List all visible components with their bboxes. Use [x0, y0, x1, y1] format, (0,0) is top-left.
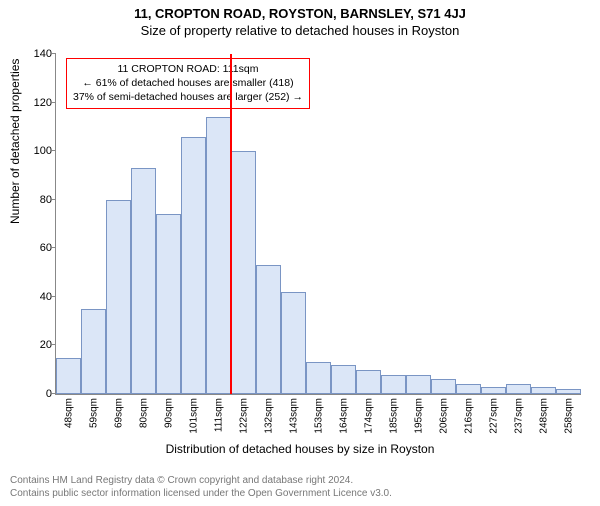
y-tick-label: 80 — [40, 194, 56, 206]
x-axis-label: Distribution of detached houses by size … — [0, 442, 600, 456]
x-tick-label: 122sqm — [238, 398, 249, 434]
y-tick-label: 100 — [34, 145, 56, 157]
y-tick-mark — [52, 344, 56, 345]
histogram-bar — [331, 365, 356, 394]
histogram-bar — [406, 375, 431, 394]
y-axis-label: Number of detached properties — [8, 59, 22, 224]
histogram-bar — [281, 292, 306, 394]
annotation-box: 11 CROPTON ROAD: 111sqm ← 61% of detache… — [66, 58, 310, 109]
histogram-bar — [81, 309, 106, 394]
histogram-bar — [506, 384, 531, 394]
x-tick-label: 195sqm — [413, 398, 424, 434]
y-tick-mark — [52, 199, 56, 200]
histogram-bar — [256, 265, 281, 394]
histogram-bar — [456, 384, 481, 394]
x-tick-label: 69sqm — [113, 398, 124, 428]
histogram-bar — [131, 168, 156, 394]
histogram-bar — [531, 387, 556, 394]
y-tick-label: 140 — [34, 48, 56, 60]
x-tick-label: 237sqm — [513, 398, 524, 434]
chart-subtitle: Size of property relative to detached ho… — [0, 23, 600, 38]
highlight-marker-line — [230, 54, 232, 394]
y-tick-mark — [52, 247, 56, 248]
histogram-bar — [381, 375, 406, 394]
y-tick-label: 60 — [40, 242, 56, 254]
chart-container: 11, CROPTON ROAD, ROYSTON, BARNSLEY, S71… — [0, 6, 600, 506]
histogram-bar — [206, 117, 231, 394]
annotation-line-2: ← 61% of detached houses are smaller (41… — [73, 76, 303, 90]
page-title: 11, CROPTON ROAD, ROYSTON, BARNSLEY, S71… — [0, 6, 600, 21]
y-tick-mark — [52, 53, 56, 54]
x-tick-label: 90sqm — [163, 398, 174, 428]
x-tick-label: 80sqm — [138, 398, 149, 428]
x-tick-label: 185sqm — [388, 398, 399, 434]
x-tick-label: 206sqm — [438, 398, 449, 434]
y-tick-label: 20 — [40, 339, 56, 351]
footer: Contains HM Land Registry data © Crown c… — [10, 474, 392, 500]
histogram-bar — [156, 214, 181, 394]
y-tick-mark — [52, 296, 56, 297]
x-tick-label: 132sqm — [263, 398, 274, 434]
x-tick-label: 216sqm — [463, 398, 474, 434]
x-tick-label: 101sqm — [188, 398, 199, 434]
x-tick-label: 258sqm — [563, 398, 574, 434]
footer-line-2: Contains public sector information licen… — [10, 487, 392, 500]
y-tick-mark — [52, 150, 56, 151]
x-tick-label: 48sqm — [63, 398, 74, 428]
x-tick-label: 111sqm — [213, 398, 224, 432]
x-tick-label: 153sqm — [313, 398, 324, 434]
x-tick-label: 143sqm — [288, 398, 299, 434]
histogram-bar — [306, 362, 331, 394]
histogram-bar — [431, 379, 456, 394]
annotation-line-3: 37% of semi-detached houses are larger (… — [73, 90, 303, 104]
annotation-line-1: 11 CROPTON ROAD: 111sqm — [73, 62, 303, 76]
x-tick-label: 248sqm — [538, 398, 549, 434]
y-tick-label: 0 — [46, 388, 56, 400]
histogram-bar — [356, 370, 381, 394]
x-tick-label: 227sqm — [488, 398, 499, 434]
histogram-bar — [481, 387, 506, 394]
histogram-bar — [231, 151, 256, 394]
histogram-bar — [106, 200, 131, 394]
footer-line-1: Contains HM Land Registry data © Crown c… — [10, 474, 392, 487]
histogram-bar — [556, 389, 581, 394]
x-tick-label: 164sqm — [338, 398, 349, 434]
y-tick-label: 120 — [34, 97, 56, 109]
y-tick-mark — [52, 102, 56, 103]
x-tick-label: 59sqm — [88, 398, 99, 428]
y-tick-label: 40 — [40, 291, 56, 303]
histogram-bar — [181, 137, 206, 394]
chart-plot-area: 11 CROPTON ROAD: 111sqm ← 61% of detache… — [55, 54, 581, 395]
x-tick-label: 174sqm — [363, 398, 374, 434]
histogram-bar — [56, 358, 81, 394]
